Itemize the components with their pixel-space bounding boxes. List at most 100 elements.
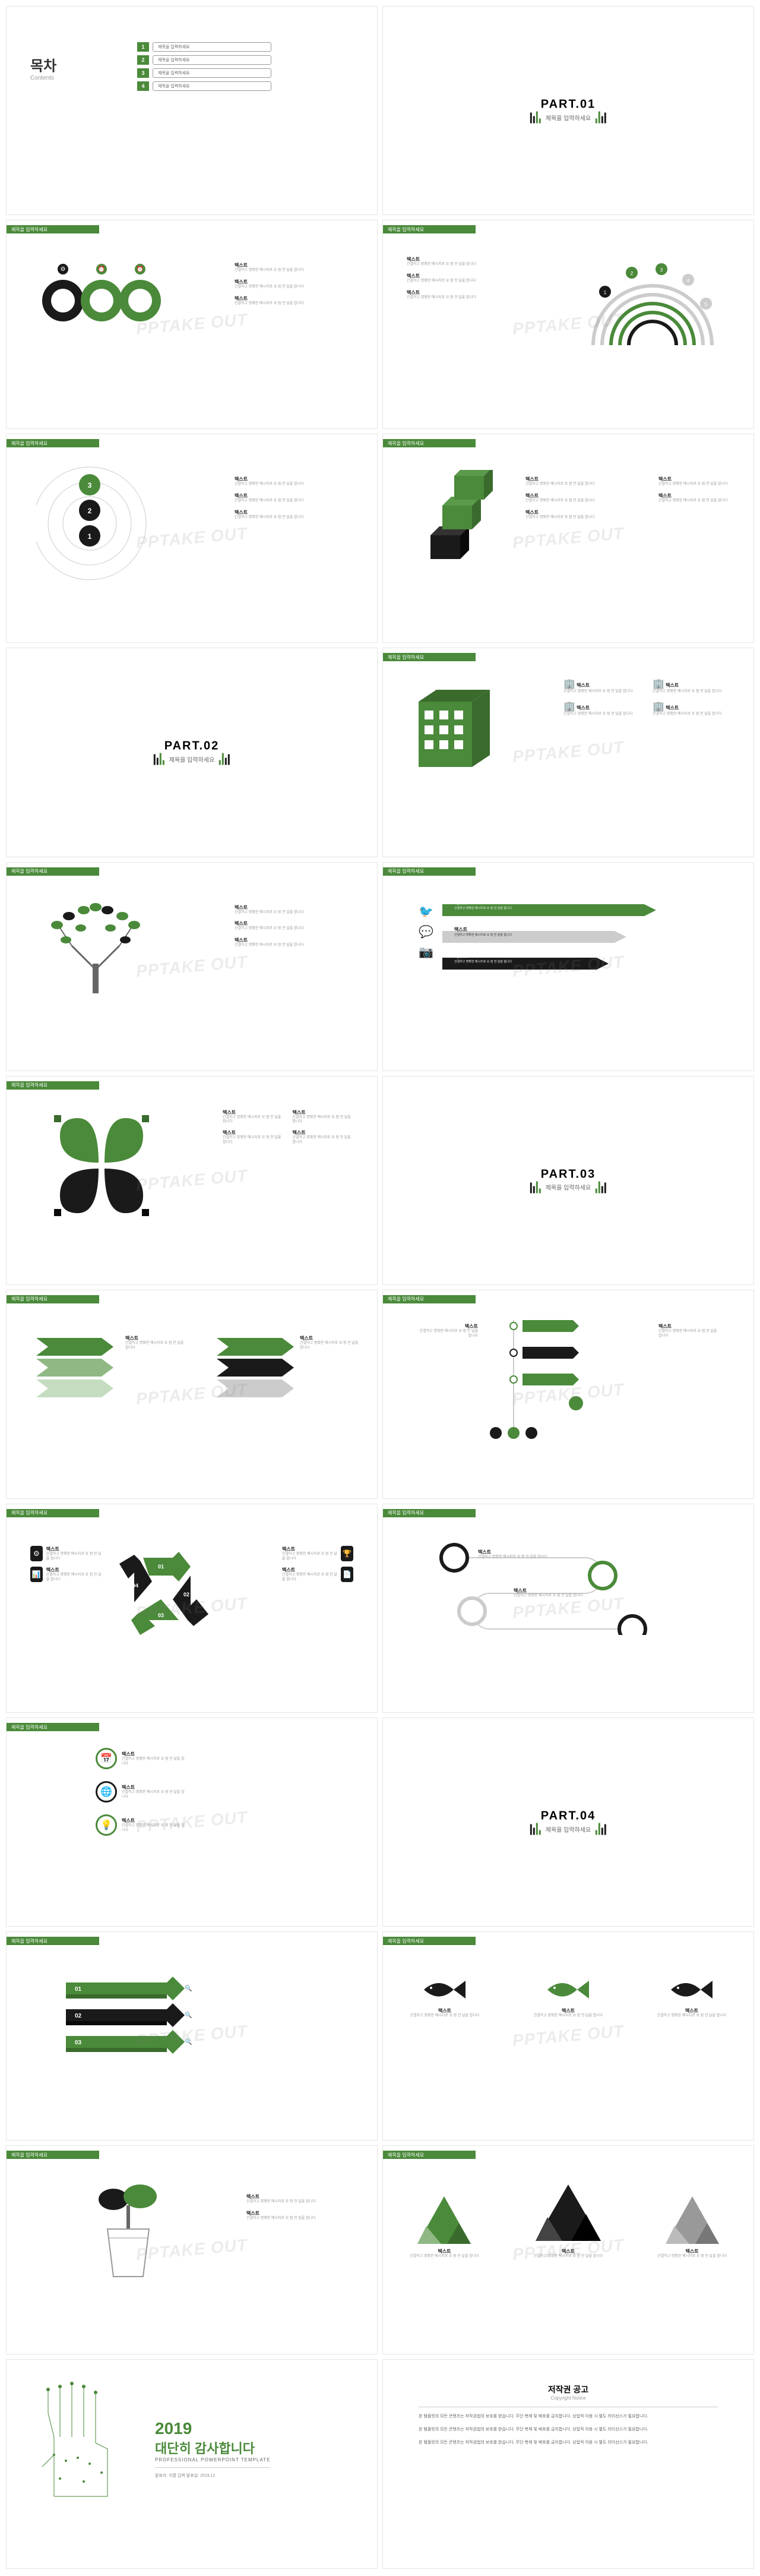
slide-folded: 제목을 입력하세요 PPTAKE OUT 01🔍 02🔍 03🔍 bbox=[6, 1931, 378, 2141]
text-sub: 간결하고 명확한 메시지로 요 점 전 달을 합니다 bbox=[293, 1136, 354, 1145]
text-sub: 간결하고 명확한 메시지로 요 점 전 달을 합니다 bbox=[653, 690, 730, 694]
chevron-left-icon bbox=[36, 1332, 119, 1415]
svg-text:03: 03 bbox=[75, 2040, 82, 2046]
toc-title: 목차 bbox=[30, 54, 56, 75]
part-label: PART.02 bbox=[154, 740, 230, 753]
slide-part-01: PART.01 제목을 입력하세요 bbox=[382, 6, 754, 215]
text-sub: 간결하고 명확한 메시지로 요 점 전 달을 합니다 bbox=[478, 1555, 547, 1560]
text-label: 텍스트 bbox=[125, 1335, 185, 1341]
text-label: 텍스트 bbox=[293, 1129, 354, 1136]
svg-text:03: 03 bbox=[158, 1612, 164, 1618]
svg-text:01: 01 bbox=[158, 1564, 164, 1570]
slide-badges: 제목을 입력하세요 PPTAKE OUT 📅텍스트간결하고 명확한 메시지로 요… bbox=[6, 1718, 378, 1927]
globe-icon: 🌐 bbox=[96, 1781, 117, 1802]
part-label: PART.01 bbox=[530, 98, 606, 112]
vflow-icon bbox=[490, 1314, 609, 1445]
slide-triangles: 제목을 입력하세요 PPTAKE OUT 텍스트간결하고 명확한 메시지로 요 … bbox=[382, 2145, 754, 2354]
text-sub: 간결하고 명확한 메시지로 요 점 전 달을 합니다 bbox=[657, 2255, 727, 2259]
title-bar: 제목을 입력하세요 bbox=[7, 1295, 99, 1303]
text-label: 텍스트 bbox=[410, 2007, 480, 2014]
slide-part-02: PART.02 제목을 입력하세요 bbox=[6, 648, 378, 857]
slide-chevrons: 제목을 입력하세요 PPTAKE OUT 텍스트 간결하고 명확한 메시지로 요… bbox=[6, 1290, 378, 1499]
text-label: 텍스트 bbox=[246, 2193, 341, 2200]
svg-text:01: 01 bbox=[75, 1986, 82, 1993]
toc-item: 4제목을 입력하세요 bbox=[137, 81, 271, 91]
svg-text:2: 2 bbox=[631, 271, 634, 276]
title-bar: 제목을 입력하세요 bbox=[7, 1081, 99, 1090]
bars-icon bbox=[596, 112, 606, 124]
text-sub: 간결하고 명확한 메시지로 요 점 전 달을 합니다 bbox=[235, 482, 341, 487]
text-label: 텍스트 bbox=[533, 2248, 604, 2255]
svg-text:1: 1 bbox=[604, 290, 607, 295]
svg-text:02: 02 bbox=[75, 2013, 82, 2019]
toc-list: 1제목을 입력하세요 2제목을 입력하세요 3제목을 입력하세요 4제목을 입력… bbox=[137, 42, 271, 94]
text-label: 텍스트 bbox=[534, 2007, 603, 2014]
folded-icon: 01🔍 02🔍 03🔍 bbox=[66, 1974, 244, 2063]
part-sub: 제목을 입력하세요 bbox=[546, 1183, 591, 1192]
recycle-icon: 01 02 03 04 bbox=[113, 1540, 214, 1641]
text-label: 텍스트 bbox=[525, 509, 597, 516]
text-label: 텍스트 bbox=[478, 1549, 547, 1555]
title-bar: 제목을 입력하세요 bbox=[383, 1509, 476, 1517]
watermark: PPTAKE OUT bbox=[512, 2022, 625, 2050]
svg-text:1: 1 bbox=[88, 532, 92, 541]
closing-subtitle: PROFESSIONAL POWERPOINT TEMPLATE bbox=[155, 2457, 270, 2463]
text-sub: 간결하고 명확한 메시지로 요 점 전 달을 합니다 bbox=[658, 499, 730, 504]
text-label: 텍스트 bbox=[235, 262, 353, 269]
text-sub: 간결하고 명확한 메시지로 요 점 전 달을 합니다 bbox=[125, 1341, 185, 1351]
text-label: 텍스트 bbox=[410, 2248, 479, 2255]
chevron-right-icon bbox=[211, 1332, 294, 1415]
slide-building: 제목을 입력하세요 PPTAKE OUT 🏢 텍스트간결하고 명확한 메시지로 … bbox=[382, 648, 754, 857]
slide-pill-flow: 제목을 입력하세요 PPTAKE OUT 텍스트간결하고 명확한 메시지로 요 … bbox=[382, 1504, 754, 1713]
triangle-icon bbox=[533, 2182, 604, 2247]
text-sub: 간결하고 명확한 메시지로 요 점 전 달을 합니다 bbox=[235, 911, 353, 916]
title-bar: 제목을 입력하세요 bbox=[383, 653, 476, 661]
fish-icon bbox=[542, 1974, 595, 2006]
building-icon bbox=[413, 684, 502, 773]
text-sub: 간결하고 명확한 메시지로 요 점 전 달을 합니다 bbox=[407, 263, 478, 267]
closing-year: 2019 bbox=[155, 2419, 270, 2438]
text-label: 텍스트 bbox=[246, 2210, 341, 2217]
text-label: 텍스트 bbox=[122, 1751, 187, 1757]
slide-arc-gauge: 제목을 입력하세요 PPTAKE OUT 텍스트 간결하고 명확한 메시지로 요… bbox=[382, 220, 754, 429]
title-bar: 제목을 입력하세요 bbox=[7, 225, 99, 233]
text-sub: 간결하고 명확한 메시지로 요 점 전 달을 합니다 bbox=[246, 2200, 341, 2205]
svg-text:2: 2 bbox=[88, 507, 92, 515]
text-label: 텍스트 bbox=[235, 937, 353, 943]
text-label: 텍스트 bbox=[293, 1109, 354, 1116]
bars-icon bbox=[530, 1823, 541, 1835]
svg-text:3: 3 bbox=[88, 481, 92, 490]
part-sub: 제목을 입력하세요 bbox=[546, 1824, 591, 1833]
text-label: 텍스트 bbox=[525, 493, 597, 499]
tree-icon bbox=[36, 892, 155, 999]
bird-icon: 🐦 bbox=[419, 904, 433, 919]
page-icon: 📄 bbox=[341, 1567, 353, 1582]
text-label: 텍스트 bbox=[454, 926, 512, 933]
watermark: PPTAKE OUT bbox=[512, 738, 625, 766]
circuit-hand-icon bbox=[24, 2378, 143, 2514]
text-sub: 간결하고 명확한 메시지로 요 점 전 달을 합니다 bbox=[282, 1552, 337, 1562]
text-sub: 간결하고 명확한 메시지로 요 점 전 달을 합니다 bbox=[653, 712, 730, 717]
text-sub: 간결하고 명확한 메시지로 요 점 전 달을 합니다 bbox=[235, 927, 353, 932]
slide-grid: 목차 Contents 1제목을 입력하세요 2제목을 입력하세요 3제목을 입… bbox=[6, 6, 754, 2569]
copyright-subtitle: Copyright Notice bbox=[419, 2395, 718, 2401]
slide-copyright: 저작권 공고 Copyright Notice 본 템플릿의 모든 콘텐츠는 저… bbox=[382, 2359, 754, 2568]
text-sub: 간결하고 명확한 메시지로 요 점 전 달을 합니다 bbox=[419, 1330, 478, 1339]
bars-icon bbox=[219, 753, 230, 765]
text-sub: 간결하고 명확한 메시지로 요 점 전 달을 합니다 bbox=[235, 516, 341, 520]
slide-tree: 제목을 입력하세요 PPTAKE OUT 텍스트 간결하고 명확한 메시지로 요… bbox=[6, 862, 378, 1071]
text-label: 텍스트 bbox=[46, 1567, 102, 1573]
text-label: 텍스트 bbox=[407, 289, 478, 296]
fish-icon bbox=[665, 1974, 718, 2006]
text-label: 텍스트 bbox=[666, 705, 679, 711]
text-sub: 간결하고 명확한 메시지로 요 점 전 달을 합니다 bbox=[657, 2014, 727, 2019]
fish-icon bbox=[418, 1974, 471, 2006]
triangle-icon bbox=[414, 2193, 474, 2247]
text-label: 텍스트 bbox=[666, 683, 679, 688]
toc-item: 1제목을 입력하세요 bbox=[137, 42, 271, 52]
arrow-bars-icon bbox=[442, 898, 668, 981]
text-label: 텍스트 bbox=[122, 1817, 187, 1824]
svg-text:🔍: 🔍 bbox=[185, 1984, 192, 1992]
text-sub: 간결하고 명확한 메시지로 요 점 전 달을 합니다 bbox=[525, 482, 597, 487]
text-sub: 간결하고 명확한 메시지로 요 점 전 달을 합니다 bbox=[235, 499, 341, 504]
